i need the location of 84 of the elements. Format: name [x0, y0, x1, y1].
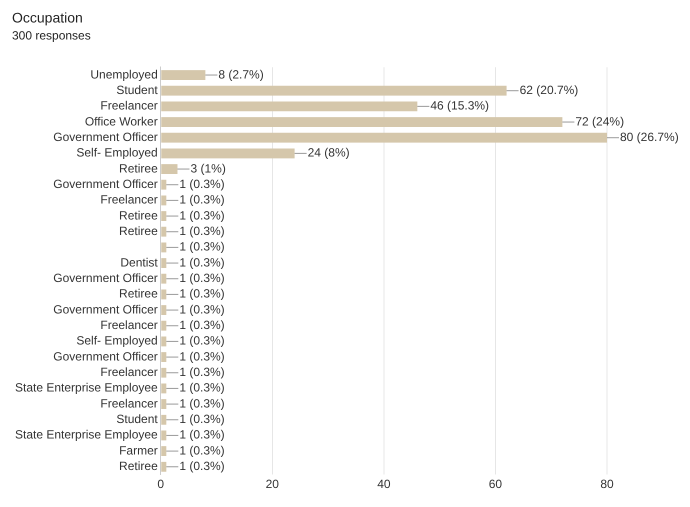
y-tick-label: Retiree	[119, 459, 158, 474]
data-label: 1 (0.3%)	[179, 240, 225, 254]
y-tick-label: Retiree	[119, 161, 158, 176]
y-tick-label: Freelancer	[100, 318, 158, 332]
bar	[161, 211, 166, 221]
data-label: 8 (2.7%)	[218, 67, 264, 82]
data-label: 1 (0.3%)	[179, 208, 225, 222]
y-tick-label: Government Officer	[53, 302, 158, 316]
data-label: 1 (0.3%)	[179, 459, 225, 474]
y-tick-label: Unemployed	[90, 67, 158, 82]
bar	[161, 258, 166, 268]
bar	[161, 242, 166, 252]
data-label: 80 (26.7%)	[620, 130, 679, 144]
y-tick-label: Retiree	[119, 224, 158, 238]
y-tick-label: Government Officer	[53, 271, 158, 286]
bar	[161, 399, 166, 410]
y-tick-label: Freelancer	[100, 396, 158, 410]
y-tick-label: Student	[116, 412, 158, 426]
bar	[161, 101, 418, 112]
y-tick-label: Government Officer	[53, 130, 158, 144]
bar	[161, 86, 507, 96]
y-tick-label: Student	[116, 83, 158, 98]
bar	[161, 117, 562, 127]
bar	[161, 462, 166, 472]
bar	[161, 180, 166, 190]
y-tick-label: State Enterprise Employee	[14, 380, 158, 395]
y-tick-label: Dentist	[120, 255, 158, 270]
data-label: 72 (24%)	[575, 114, 624, 128]
x-tick-label: 0	[157, 477, 164, 492]
data-label: 1 (0.3%)	[179, 302, 225, 316]
x-tick-label: 80	[600, 477, 614, 492]
data-label: 1 (0.3%)	[179, 224, 225, 238]
bar	[161, 320, 166, 331]
data-label: 24 (8%)	[308, 146, 350, 160]
y-tick-label: State Enterprise Employee	[14, 428, 158, 442]
text: Occupation	[12, 9, 83, 26]
data-label: 1 (0.3%)	[179, 255, 225, 270]
bar	[161, 430, 166, 440]
text: 300 responses	[12, 28, 91, 42]
bar	[161, 148, 295, 158]
data-label: 62 (20.7%)	[520, 83, 578, 98]
bar	[161, 195, 166, 206]
bar	[161, 70, 206, 80]
y-tick-label: Farmer	[119, 443, 158, 458]
data-label: 1 (0.3%)	[179, 380, 225, 395]
y-tick-label: Freelancer	[100, 365, 158, 380]
data-label: 1 (0.3%)	[179, 318, 225, 332]
data-label: 1 (0.3%)	[179, 396, 225, 410]
data-label: 1 (0.3%)	[179, 286, 225, 301]
y-tick-label: Government Officer	[53, 349, 158, 364]
data-label: 3 (1%)	[190, 161, 226, 176]
bar	[161, 164, 178, 174]
bar	[161, 289, 166, 300]
y-tick-label: Retiree	[119, 286, 158, 301]
x-tick-label: 20	[266, 477, 280, 492]
data-label: 1 (0.3%)	[179, 443, 225, 458]
x-tick-label: 40	[377, 477, 391, 492]
bar	[161, 274, 166, 284]
data-label: 1 (0.3%)	[179, 271, 225, 286]
bar	[161, 336, 166, 346]
bar	[161, 383, 166, 394]
bar	[161, 305, 166, 316]
x-tick-label: 60	[488, 477, 502, 492]
y-tick-label: Office Worker	[84, 114, 158, 128]
data-label: 1 (0.3%)	[179, 177, 225, 192]
y-tick-label: Self- Employed	[76, 334, 158, 348]
data-label: 46 (15.3%)	[430, 98, 490, 113]
data-label: 1 (0.3%)	[179, 428, 225, 442]
y-tick-label: Government Officer	[53, 177, 158, 192]
y-tick-label: Freelancer	[100, 192, 158, 207]
bar	[161, 132, 607, 143]
bar	[161, 446, 166, 456]
data-label: 1 (0.3%)	[179, 412, 225, 426]
y-tick-label: Self- Employed	[76, 146, 158, 160]
data-label: 1 (0.3%)	[179, 192, 225, 207]
bar	[161, 226, 166, 237]
data-label: 1 (0.3%)	[179, 349, 225, 364]
bar	[161, 414, 166, 425]
data-label: 1 (0.3%)	[179, 334, 225, 348]
y-tick-label: Freelancer	[100, 98, 158, 113]
data-label: 1 (0.3%)	[179, 365, 225, 380]
y-tick-label: Retiree	[119, 208, 158, 222]
bar	[161, 352, 166, 362]
bar	[161, 368, 166, 378]
